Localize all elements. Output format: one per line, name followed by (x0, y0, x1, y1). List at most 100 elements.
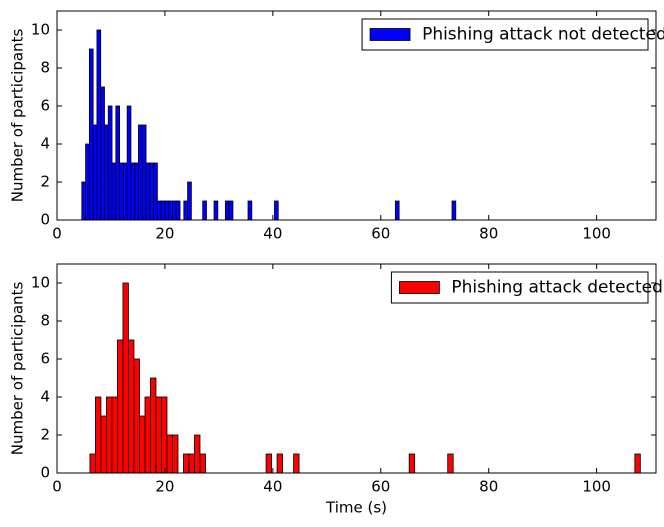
bar (126, 105, 132, 221)
bar (168, 200, 173, 221)
bar (111, 396, 118, 474)
bar (92, 124, 98, 221)
bar (634, 453, 641, 474)
bar (100, 86, 105, 221)
x-tick-label: 60 (371, 225, 390, 243)
bar (119, 162, 124, 221)
bar (141, 124, 147, 221)
legend-swatch (399, 281, 440, 294)
bar (276, 453, 283, 474)
bar (96, 29, 102, 221)
bar (106, 396, 113, 474)
y-tick-label: 2 (40, 426, 50, 444)
bar (160, 200, 166, 221)
bar (89, 453, 96, 474)
x-tick-label: 0 (52, 478, 62, 496)
y-tick-label: 4 (40, 135, 50, 153)
bar (187, 181, 192, 221)
x-tick-label: 40 (263, 478, 282, 496)
bar (122, 282, 129, 474)
x-tick-label: 40 (263, 225, 282, 243)
legend-swatch (369, 28, 411, 41)
bar (150, 377, 157, 474)
y-tick-label: 10 (31, 274, 50, 292)
x-tick-label: 100 (582, 478, 611, 496)
legend: Phishing attack detected (390, 271, 663, 304)
x-tick-label: 0 (52, 225, 62, 243)
bar (111, 162, 117, 221)
y-tick-label: 8 (40, 59, 50, 77)
bar (139, 415, 146, 474)
bar (144, 396, 151, 474)
bar (199, 453, 206, 474)
y-tick-label: 4 (40, 388, 50, 406)
bar (128, 339, 135, 474)
y-axis-label: Number of participants (9, 29, 27, 203)
legend-label: Phishing attack detected (451, 278, 662, 298)
legend: Phishing attack not detected (361, 18, 664, 51)
bar (166, 434, 173, 474)
bar (408, 453, 416, 474)
bar (451, 200, 457, 221)
bar (138, 124, 143, 221)
bar (88, 48, 94, 221)
bar (85, 143, 90, 221)
bar (115, 105, 120, 221)
bar (161, 396, 168, 474)
bar (164, 200, 170, 221)
x-tick-label: 100 (582, 225, 611, 243)
x-tick-label: 20 (155, 478, 174, 496)
y-tick-label: 0 (40, 464, 50, 482)
bar (153, 162, 158, 221)
bar (155, 396, 162, 474)
bar (224, 200, 230, 221)
bar (149, 162, 154, 221)
x-tick-label: 80 (479, 225, 498, 243)
y-tick-label: 6 (40, 97, 50, 115)
bar (175, 200, 181, 221)
bar (122, 162, 128, 221)
bar (104, 124, 109, 221)
bar (394, 200, 400, 221)
bar (156, 200, 162, 221)
y-axis-label: Number of participants (9, 282, 27, 456)
x-tick-label: 80 (479, 478, 498, 496)
bar (213, 200, 219, 221)
bar (183, 453, 190, 474)
y-tick-label: 6 (40, 350, 50, 368)
bar (134, 162, 139, 221)
y-tick-label: 0 (40, 211, 50, 229)
bar (107, 105, 113, 221)
bar (172, 434, 179, 474)
plot-frame (56, 263, 657, 474)
bar (145, 162, 151, 221)
bar (265, 453, 272, 474)
y-tick-label: 10 (31, 21, 50, 39)
bar (133, 358, 140, 474)
bar (130, 162, 136, 221)
y-tick-label: 8 (40, 312, 50, 330)
bar (188, 453, 195, 474)
bar (202, 200, 207, 221)
y-tick-label: 2 (40, 173, 50, 191)
bar (247, 200, 253, 221)
bar (183, 200, 188, 221)
bar (172, 200, 177, 221)
x-tick-label: 20 (155, 225, 174, 243)
bar (447, 453, 454, 474)
plot-frame (56, 10, 657, 221)
x-tick-label: 60 (371, 478, 390, 496)
bar (274, 200, 279, 221)
bar (194, 434, 201, 474)
bar (81, 181, 87, 221)
bar (293, 453, 300, 474)
bar (228, 200, 234, 221)
bar (117, 339, 124, 474)
bar (95, 396, 102, 474)
legend-label: Phishing attack not detected (422, 25, 664, 45)
bar (100, 415, 107, 474)
